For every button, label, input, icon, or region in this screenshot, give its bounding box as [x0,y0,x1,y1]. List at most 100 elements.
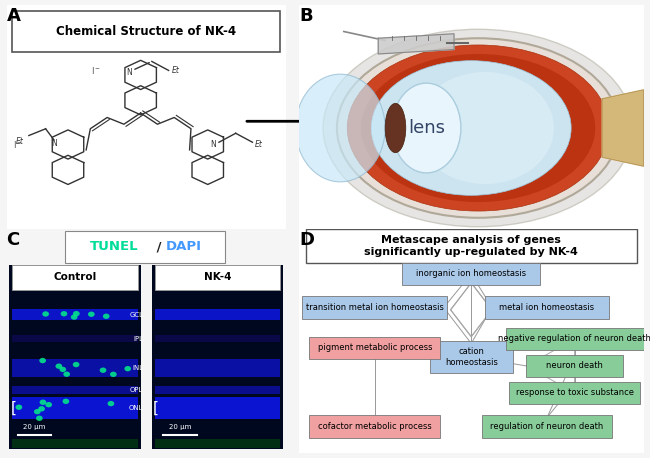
Ellipse shape [392,83,461,173]
FancyBboxPatch shape [12,265,138,289]
Circle shape [124,366,131,371]
FancyBboxPatch shape [506,328,644,350]
Text: pigment metabolic process: pigment metabolic process [318,344,432,353]
Polygon shape [378,34,454,54]
Text: response to toxic substance: response to toxic substance [515,388,634,398]
Bar [155,309,280,320]
FancyBboxPatch shape [430,341,513,373]
FancyBboxPatch shape [402,263,540,285]
FancyBboxPatch shape [65,231,224,263]
Text: ONL: ONL [129,405,144,411]
Bar [12,335,138,342]
Text: INL: INL [133,365,144,371]
Text: N: N [211,140,216,149]
Text: Et: Et [172,66,179,75]
Circle shape [62,398,70,404]
Circle shape [46,402,52,407]
Circle shape [110,371,117,377]
FancyBboxPatch shape [309,415,440,438]
Circle shape [55,364,62,369]
Bar [155,439,280,448]
FancyBboxPatch shape [485,296,609,319]
Bar [155,398,280,420]
Circle shape [38,406,45,411]
Text: N: N [127,68,133,77]
Ellipse shape [371,60,571,195]
FancyBboxPatch shape [155,265,280,289]
Polygon shape [602,90,644,166]
Text: 20 μm: 20 μm [23,424,46,430]
Circle shape [88,311,95,317]
Ellipse shape [347,45,609,211]
Bar [12,309,138,320]
Ellipse shape [296,74,385,182]
Text: Et: Et [255,140,263,149]
Ellipse shape [361,54,595,202]
FancyBboxPatch shape [302,296,447,319]
Text: cofactor metabolic process: cofactor metabolic process [318,422,432,431]
Text: cation
homeostasis: cation homeostasis [445,347,498,366]
Circle shape [42,311,49,316]
Circle shape [63,371,70,377]
Text: TUNEL: TUNEL [90,240,139,253]
Text: neuron death: neuron death [546,361,603,371]
Circle shape [99,367,107,373]
Circle shape [73,362,79,367]
Text: DAPI: DAPI [166,240,202,253]
Circle shape [103,314,110,319]
Text: A: A [6,7,20,25]
Text: regulation of neuron death: regulation of neuron death [490,422,604,431]
FancyBboxPatch shape [12,11,280,52]
Circle shape [107,401,114,406]
Text: I$^-$: I$^-$ [91,65,101,76]
Text: N: N [51,139,57,148]
Text: negative regulation of neuron death: negative regulation of neuron death [498,334,650,344]
Text: I$^-$: I$^-$ [13,139,23,150]
FancyBboxPatch shape [509,382,640,404]
Text: inorganic ion homeostasis: inorganic ion homeostasis [416,269,526,278]
Circle shape [16,404,22,410]
Text: transition metal ion homeostasis: transition metal ion homeostasis [306,303,444,312]
Text: D: D [299,231,314,249]
Bar [155,359,280,377]
Circle shape [73,311,80,316]
Text: NK-4: NK-4 [203,272,231,282]
Text: metal ion homeostasis: metal ion homeostasis [499,303,595,312]
Ellipse shape [416,72,554,184]
Circle shape [59,367,66,372]
Text: [: [ [10,401,16,416]
Circle shape [71,314,77,320]
Text: Et: Et [16,136,23,146]
Bar [155,387,280,394]
FancyBboxPatch shape [526,354,623,377]
Text: Control: Control [53,272,97,282]
Text: C: C [6,231,20,249]
Text: [: [ [153,401,159,416]
Text: lens: lens [408,119,445,137]
Bar [12,359,138,377]
Circle shape [34,409,41,414]
Text: OPL: OPL [130,387,144,393]
Bar [155,335,280,342]
Bar [152,265,283,449]
Text: /: / [152,240,166,253]
FancyBboxPatch shape [482,415,612,438]
Bar [12,439,138,448]
Text: B: B [299,7,313,25]
Text: Metascape analysis of genes
significantly up-regulated by NK-4: Metascape analysis of genes significantl… [364,234,578,257]
Bar [9,265,140,449]
Circle shape [40,399,46,405]
Ellipse shape [385,104,406,153]
Bar [12,398,138,420]
Circle shape [39,358,46,363]
Ellipse shape [337,38,619,218]
Circle shape [36,415,43,421]
FancyBboxPatch shape [306,229,636,263]
Bar [12,387,138,394]
FancyBboxPatch shape [309,337,440,359]
Text: GCL: GCL [129,311,144,317]
Text: 20 μm: 20 μm [168,424,191,430]
Text: IPL: IPL [133,336,144,342]
Text: Chemical Structure of NK-4: Chemical Structure of NK-4 [56,25,237,38]
Circle shape [60,311,68,316]
